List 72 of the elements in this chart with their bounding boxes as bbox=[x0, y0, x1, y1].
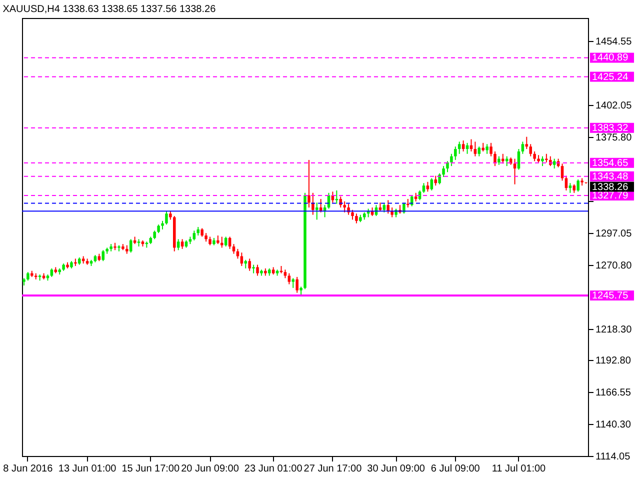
chart-title: XAUUSD,H4 1338.63 1338.65 1337.56 1338.26 bbox=[2, 4, 216, 15]
y-tick-label: 1166.55 bbox=[596, 388, 632, 399]
ref-line-label: 1354.65 bbox=[592, 158, 629, 169]
candlestick bbox=[576, 178, 580, 192]
candlestick bbox=[343, 200, 346, 213]
candlestick bbox=[386, 200, 390, 214]
candlestick bbox=[564, 175, 568, 191]
candlestick bbox=[351, 209, 354, 220]
x-tick-label: 27 Jun 17:00 bbox=[304, 464, 362, 474]
candlestick bbox=[442, 166, 445, 178]
candlestick bbox=[296, 276, 298, 294]
candlestick bbox=[446, 160, 449, 173]
candlestick bbox=[129, 238, 132, 254]
candlestick bbox=[474, 141, 477, 157]
candlestick bbox=[541, 156, 544, 167]
ref-line-label: 1327.79 bbox=[592, 190, 629, 202]
candlestick bbox=[494, 150, 496, 167]
candlestick bbox=[505, 156, 508, 167]
ref-line-label: 1245.75 bbox=[592, 290, 629, 302]
x-tick-label: 20 Jun 09:00 bbox=[181, 464, 240, 474]
ref-line-label: 1383.32 bbox=[592, 122, 629, 134]
candlestick bbox=[232, 244, 236, 254]
candlestick bbox=[552, 158, 556, 169]
candlestick bbox=[502, 153, 504, 164]
y-tick-label: 1218.30 bbox=[596, 324, 632, 336]
candlestick bbox=[308, 159, 310, 208]
candlestick bbox=[486, 144, 488, 154]
x-tick-label: 13 Jun 01:00 bbox=[58, 464, 117, 474]
candlestick bbox=[220, 236, 224, 248]
candlestick bbox=[525, 136, 528, 150]
candlestick bbox=[450, 153, 453, 167]
x-tick-label: 30 Jun 09:00 bbox=[367, 464, 426, 474]
candlestick bbox=[529, 144, 532, 157]
candlestick bbox=[180, 238, 184, 250]
ref-line-label: 1425.24 bbox=[592, 72, 629, 83]
candlestick bbox=[533, 150, 536, 162]
candlestick bbox=[312, 192, 314, 216]
y-tick-label: 1297.05 bbox=[596, 228, 632, 240]
ref-line-label: 1343.48 bbox=[592, 171, 629, 182]
y-tick-label: 1192.80 bbox=[596, 356, 632, 367]
candlestick bbox=[458, 141, 461, 154]
y-tick-label: 1402.05 bbox=[596, 100, 632, 112]
candlestick bbox=[224, 236, 228, 247]
x-tick-label: 11 Jul 01:00 bbox=[492, 464, 546, 474]
y-tick-label: 1270.80 bbox=[596, 260, 632, 272]
candlestick bbox=[248, 258, 251, 272]
x-tick-label: 23 Jun 01:00 bbox=[244, 464, 303, 474]
candlestick bbox=[390, 206, 394, 218]
candlestick bbox=[568, 182, 572, 194]
candlestick bbox=[315, 202, 318, 220]
candlestick bbox=[454, 146, 457, 160]
candlestick bbox=[288, 272, 291, 285]
candlestick bbox=[355, 213, 358, 224]
candlestick bbox=[490, 142, 492, 157]
y-tick-label: 1140.30 bbox=[596, 420, 632, 431]
y-tick-label: 1454.55 bbox=[596, 36, 632, 48]
candlestick bbox=[240, 252, 244, 266]
candlestick bbox=[434, 175, 437, 186]
x-tick-label: 15 Jun 17:00 bbox=[122, 464, 180, 474]
y-tick-label: 1375.80 bbox=[596, 132, 632, 144]
x-tick-label: 8 Jun 2016 bbox=[3, 464, 54, 474]
candlestick bbox=[521, 141, 524, 154]
ref-line-label: 1440.89 bbox=[592, 52, 629, 64]
text: 1338.26 bbox=[592, 182, 629, 193]
candlestick bbox=[256, 264, 259, 276]
candlestick bbox=[165, 210, 168, 226]
candlestick bbox=[410, 194, 414, 207]
candlestick bbox=[513, 158, 516, 185]
y-tick-label: 1114.05 bbox=[596, 452, 631, 462]
candlestick bbox=[292, 278, 295, 288]
candlestick bbox=[462, 140, 465, 152]
x-tick-label: 6 Jul 09:00 bbox=[430, 464, 480, 474]
